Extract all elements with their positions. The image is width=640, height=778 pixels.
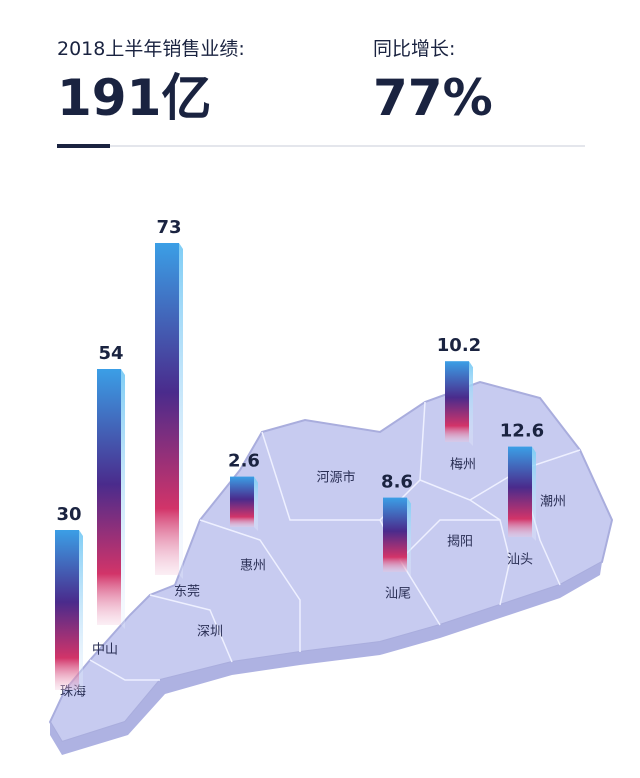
value-label: 73 xyxy=(156,217,181,238)
bar xyxy=(445,361,469,442)
bar-side xyxy=(532,446,536,541)
city-label: 河源市 xyxy=(316,470,355,486)
bar-side xyxy=(407,497,411,576)
bar-side xyxy=(79,530,83,694)
bar-side xyxy=(254,476,258,531)
map-edge xyxy=(50,562,602,755)
value-label: 2.6 xyxy=(228,451,260,472)
bar-side xyxy=(179,243,183,579)
city-label: 汕头 xyxy=(507,553,533,568)
city-label: 深圳 xyxy=(197,625,223,640)
growth-value: 77% xyxy=(373,69,493,127)
sales-label: 2018上半年销售业绩: xyxy=(57,38,245,60)
city-label: 潮州 xyxy=(540,495,566,510)
bar xyxy=(55,530,79,690)
bar-side xyxy=(469,361,473,446)
growth-label: 同比增长: xyxy=(373,38,455,60)
bar-side xyxy=(121,369,125,629)
value-label: 30 xyxy=(56,504,81,525)
city-label: 惠州 xyxy=(240,559,266,574)
value-label: 12.6 xyxy=(500,421,544,442)
city-label: 中山 xyxy=(92,643,118,658)
bar xyxy=(155,243,179,575)
city-label: 揭阳 xyxy=(447,535,473,550)
value-label: 10.2 xyxy=(437,335,481,356)
city-label: 东莞 xyxy=(174,585,200,600)
sales-value: 191亿 xyxy=(57,69,211,127)
bar xyxy=(97,369,121,625)
bar xyxy=(508,446,532,537)
value-label: 8.6 xyxy=(381,472,413,493)
bar xyxy=(230,476,254,527)
bar xyxy=(383,497,407,572)
value-label: 54 xyxy=(98,343,123,364)
city-label: 汕尾 xyxy=(385,587,411,602)
city-label: 梅州 xyxy=(450,458,476,473)
